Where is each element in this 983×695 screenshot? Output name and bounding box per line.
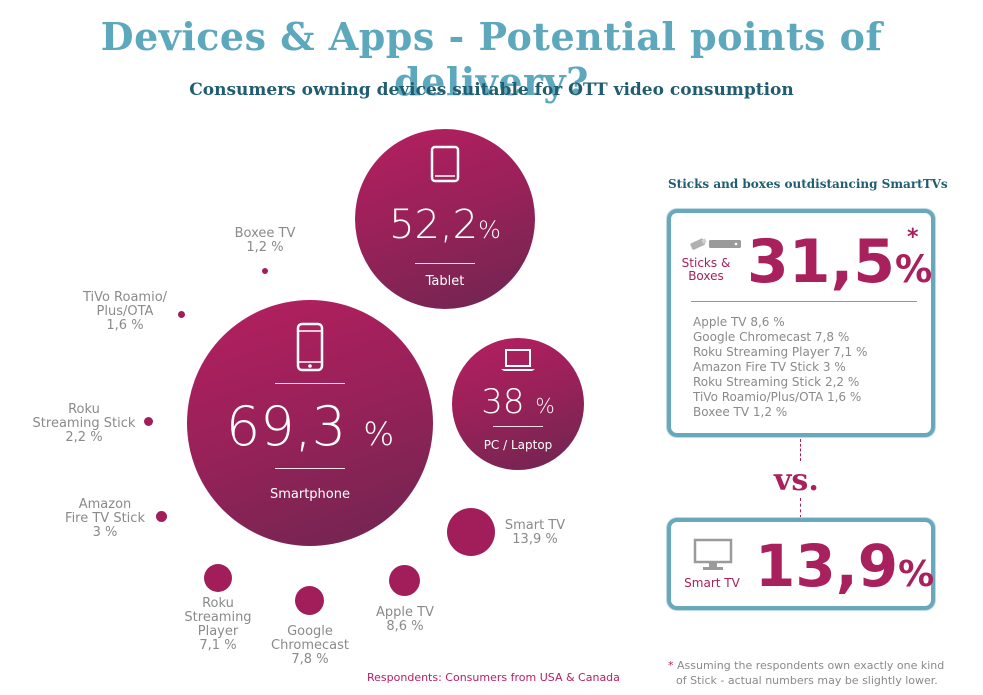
label-chromecast: Google Chromecast 7,8 % (260, 625, 360, 667)
dot-boxee (262, 268, 268, 274)
bubble-tablet-unit: % (478, 216, 501, 244)
label-chromecast-line1: Google (287, 624, 333, 639)
label-roku-player-value: 7,1 % (199, 638, 237, 653)
sticks-list-item: Boxee TV 1,2 % (693, 405, 788, 419)
label-apple: Apple TV 8,6 % (360, 606, 450, 634)
label-roku-stick-value: 2,2 % (65, 430, 103, 445)
page-title: Devices & Apps - Potential points of del… (100, 14, 883, 104)
label-smarttv: Smart TV 13,9 % (500, 519, 570, 547)
label-roku-stick-line2: Streaming Stick (32, 416, 136, 431)
label-chromecast-value: 7,8 % (291, 652, 329, 667)
bubble-pc-label: PC / Laptop (483, 438, 553, 452)
laptop-icon (500, 348, 536, 376)
dot-roku-player (204, 564, 232, 592)
smarttv-box: Smart TV 13,9% (667, 518, 935, 610)
label-amazon-value: 3 % (92, 525, 118, 540)
sticks-label-line2: Boxes (688, 269, 724, 283)
dot-smarttv (447, 508, 495, 556)
bubble-tablet: 52,2% Tablet (355, 129, 535, 309)
bubble-tablet-value: 52,2% (355, 202, 535, 248)
label-roku-player-line3: Player (197, 624, 239, 639)
side-heading: Sticks and boxes outdistancing SmartTVs (668, 177, 948, 191)
sticks-number: 31,5 (747, 227, 896, 297)
label-tivo: TiVo Roamio/ Plus/OTA 1,6 % (72, 291, 178, 333)
dot-roku-stick (144, 417, 153, 426)
smarttv-value: 13,9% (755, 532, 934, 600)
smartphone-icon (296, 322, 324, 376)
smarttv-number: 13,9 (755, 532, 899, 600)
dot-tivo (178, 311, 185, 318)
bubble-pc: 38 % PC / Laptop (452, 338, 584, 470)
assumption-note-line1: * Assuming the respondents own exactly o… (668, 658, 968, 673)
sticks-box: Sticks & Boxes 31,5% * Apple TV 8,6 % Go… (667, 209, 935, 437)
bubble-smartphone: 69,3 % Smartphone (187, 300, 433, 546)
bubble-tablet-number: 52,2 (389, 202, 479, 248)
bubble-pc-number: 38 (481, 382, 525, 422)
label-roku-player: Roku Streaming Player 7,1 % (173, 597, 263, 653)
sticks-unit: % (895, 247, 933, 291)
dot-amazon (156, 511, 167, 522)
smarttv-label: Smart TV (684, 576, 740, 590)
bubble-smartphone-value: 69,3 % (187, 395, 433, 458)
bubble-pc-unit: % (535, 394, 555, 418)
label-chromecast-line2: Chromecast (271, 638, 349, 653)
label-amazon: Amazon Fire TV Stick 3 % (60, 498, 150, 540)
sticks-divider (691, 301, 917, 302)
sticks-list-item: Google Chromecast 7,8 % (693, 330, 850, 344)
label-roku-stick-line1: Roku (68, 402, 100, 417)
label-amazon-line2: Fire TV Stick (65, 511, 145, 526)
label-tivo-value: 1,6 % (106, 318, 144, 333)
label-roku-player-line1: Roku (202, 596, 234, 611)
dot-apple (389, 565, 420, 596)
bubble-smartphone-unit: % (363, 415, 395, 453)
tablet-icon (430, 145, 460, 187)
sticks-asterisk: * (907, 225, 919, 250)
bubble-smartphone-top-divider (275, 383, 345, 384)
dot-chromecast (295, 586, 324, 615)
respondents-footnote: Respondents: Consumers from USA & Canada (367, 671, 620, 684)
label-amazon-line1: Amazon (78, 497, 132, 512)
label-roku-stick: Roku Streaming Stick 2,2 % (30, 403, 138, 445)
sticks-label: Sticks & Boxes (681, 257, 731, 283)
connector-top (800, 439, 801, 461)
connector-bottom (800, 498, 801, 518)
sticks-list-item: Roku Streaming Player 7,1 % (693, 345, 868, 359)
bubble-tablet-label: Tablet (425, 274, 465, 289)
sticks-list-item: TiVo Roamio/Plus/OTA 1,6 % (693, 390, 862, 404)
sticks-value: 31,5% (747, 227, 932, 297)
label-boxee-name: Boxee TV (234, 226, 296, 241)
label-smarttv-value: 13,9 % (512, 532, 558, 547)
label-apple-value: 8,6 % (386, 619, 424, 634)
smarttv-unit: % (898, 554, 935, 595)
tv-icon (693, 538, 733, 576)
bubble-smartphone-label: Smartphone (269, 487, 350, 502)
bubble-pc-divider (493, 426, 543, 427)
bubble-smartphone-number: 69,3 (225, 395, 347, 458)
label-smarttv-name: Smart TV (504, 518, 566, 533)
sticks-list-item: Apple TV 8,6 % (693, 315, 785, 329)
sticks-label-line1: Sticks & (681, 256, 731, 270)
page-subtitle: Consumers owning devices suitable for OT… (189, 80, 794, 100)
sticks-list: Apple TV 8,6 % Google Chromecast 7,8 % R… (693, 315, 867, 420)
vs-label: vs. (774, 463, 819, 498)
label-roku-player-line2: Streaming (184, 610, 252, 625)
label-boxee-value: 1,2 % (246, 240, 284, 255)
assumption-note: * Assuming the respondents own exactly o… (668, 658, 968, 688)
label-apple-name: Apple TV (376, 605, 434, 620)
label-tivo-line1: TiVo Roamio/ (82, 290, 168, 305)
bubble-tablet-divider (415, 263, 475, 264)
note-line1-text: Assuming the respondents own exactly one… (677, 659, 945, 672)
assumption-note-line2: of Stick - actual numbers may be slightl… (676, 674, 938, 687)
label-tivo-line2: Plus/OTA (96, 304, 154, 319)
sticks-list-item: Amazon Fire TV Stick 3 % (693, 360, 846, 374)
bubble-pc-value: 38 % (452, 382, 584, 422)
usb-stick-icon (689, 233, 743, 257)
bubble-smartphone-divider (275, 468, 345, 469)
label-boxee: Boxee TV 1,2 % (220, 227, 310, 255)
sticks-list-item: Roku Streaming Stick 2,2 % (693, 375, 860, 389)
note-asterisk: * (668, 659, 674, 672)
